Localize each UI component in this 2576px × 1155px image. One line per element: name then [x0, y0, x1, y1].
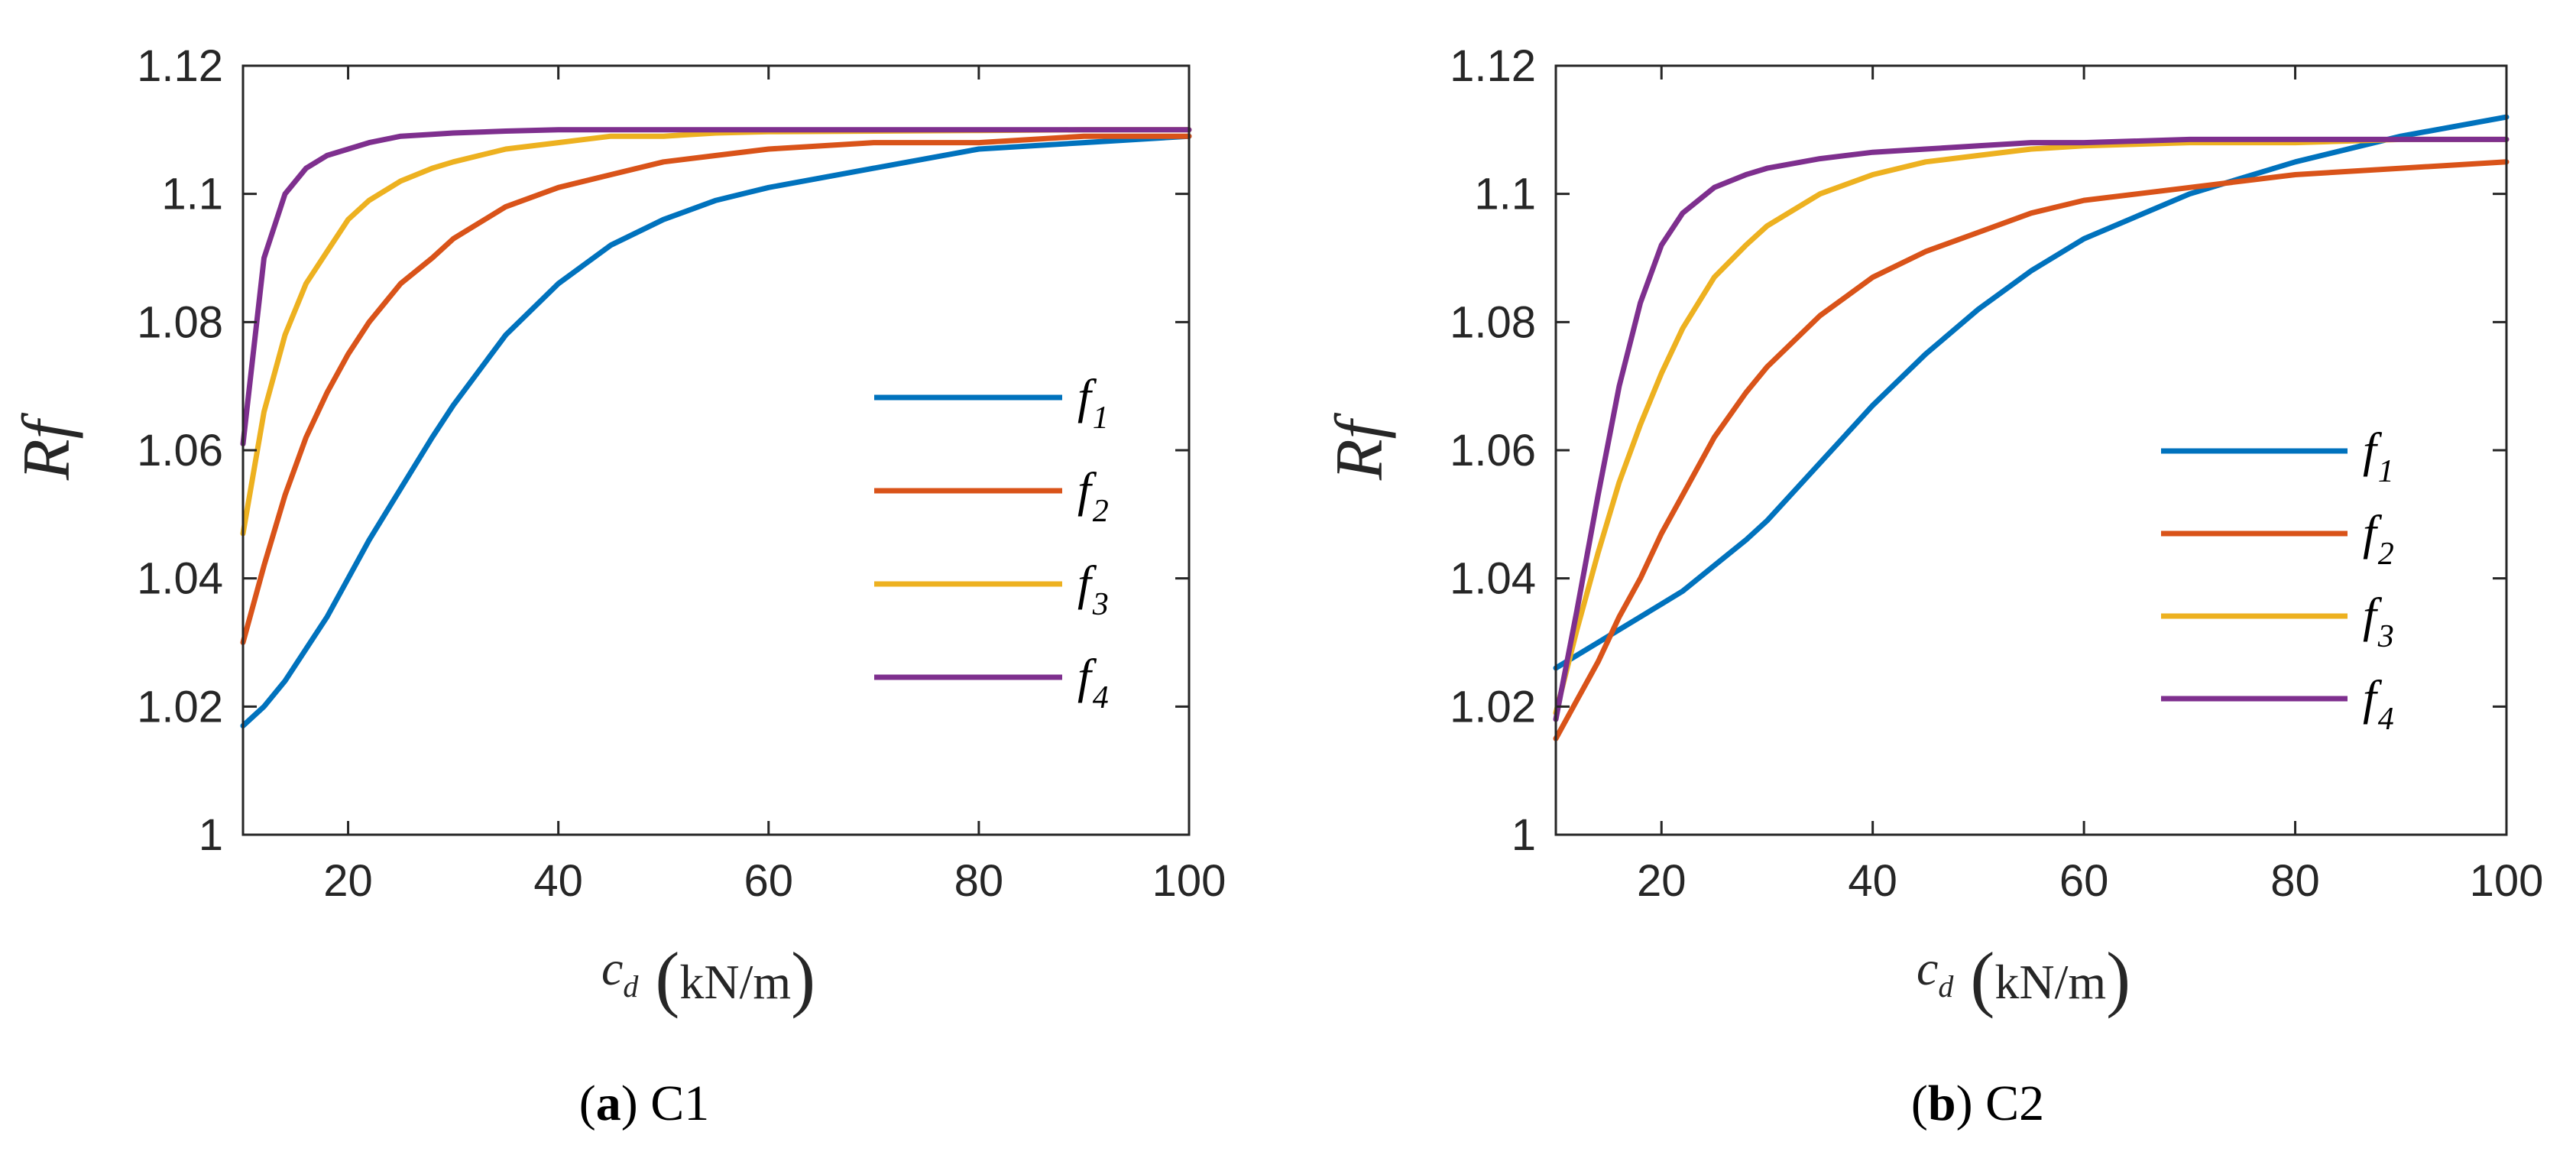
series-line-f4 [1553, 136, 2510, 722]
x-axis-label-sub: d [623, 969, 639, 1004]
legend-label-sub: 2 [2378, 537, 2394, 572]
y-axis-label: Rf [10, 412, 84, 481]
y-tick-label: 1.1 [161, 170, 223, 219]
series-line-f4 [240, 127, 1192, 447]
y-tick-label: 1.12 [1450, 41, 1536, 91]
y-tick-label: 1.06 [1450, 426, 1536, 475]
series-line-f3 [1553, 136, 2510, 716]
chart-panel-b: 20 40 60 80 100 1 1.02 1.04 1.06 1.08 1.1 1.12 Rf cd (… [1323, 41, 2543, 1131]
series-line-f2 [1553, 159, 2510, 741]
legend-label-sub: 1 [1093, 401, 1109, 436]
legend-label-sub: 1 [2378, 454, 2394, 489]
legend-label-sub: 4 [1093, 680, 1109, 715]
x-tick-label: 100 [1152, 856, 1226, 906]
caption-text: C1 [650, 1076, 709, 1131]
legend-label-sub: 2 [1093, 494, 1109, 529]
x-tick-label: 20 [323, 856, 373, 906]
x-axis-label-unit: kN/m [679, 955, 791, 1009]
y-tick-label: 1.02 [137, 682, 223, 732]
y-tick-label: 1 [1512, 810, 1536, 860]
caption-paren-close: ) [1956, 1076, 1985, 1131]
legend-label-sub: 3 [2377, 619, 2394, 654]
x-axis-paren-close: ) [2106, 937, 2130, 1019]
x-tick-label: 100 [2470, 856, 2544, 906]
x-tick-label: 60 [2059, 856, 2109, 906]
x-tick-label: 40 [1848, 856, 1897, 906]
y-tick-label: 1.04 [137, 554, 223, 604]
chart-panel-a: 20 40 60 80 100 1 1.02 1.04 1.06 1.08 1.1 1.12 Rf cd (… [10, 41, 1226, 1131]
y-axis-label: Rf [1323, 412, 1397, 481]
x-axis-label: cd (kN/m) [601, 937, 815, 1019]
x-axis-label-var: c [601, 941, 623, 995]
x-axis-label-var: c [1917, 941, 1938, 995]
x-tick-label: 80 [954, 856, 1004, 906]
x-tick-label: 20 [1637, 856, 1687, 906]
legend-label-f2: f2 [1077, 462, 1109, 529]
x-axis-paren-open: ( [1970, 937, 1994, 1019]
plot-area [1556, 66, 2506, 835]
panel-caption: (a) C1 [579, 1076, 710, 1131]
y-tick-label: 1.12 [137, 41, 223, 91]
x-axis-label: cd (kN/m) [1917, 937, 2130, 1019]
x-tick-label: 40 [533, 856, 583, 906]
x-axis-paren-close: ) [791, 937, 815, 1019]
caption-text: C2 [1985, 1076, 2044, 1131]
x-tick-label: 60 [744, 856, 794, 906]
x-axis-label-unit: kN/m [1994, 955, 2106, 1009]
plot-area [243, 66, 1189, 835]
y-tick-label: 1.1 [1474, 170, 1536, 219]
caption-paren-close: ) [621, 1076, 650, 1131]
series-line-f1 [240, 133, 1192, 728]
caption-letter: a [596, 1076, 621, 1131]
x-axis-paren-open: ( [655, 937, 679, 1019]
caption-paren-open: ( [1911, 1076, 1928, 1131]
y-tick-label: 1.06 [137, 426, 223, 475]
legend-label-f3: f3 [1077, 556, 1109, 622]
x-tick-label: 80 [2270, 856, 2320, 906]
legend-label-sub: 4 [2378, 702, 2394, 737]
panel-caption: (b) C2 [1911, 1076, 2044, 1131]
series-line-f1 [1553, 114, 2510, 671]
legend-label-sub: 3 [1092, 587, 1109, 622]
y-tick-label: 1.08 [137, 297, 223, 347]
caption-paren-open: ( [579, 1076, 596, 1131]
x-axis-label-sub: d [1938, 969, 1954, 1004]
y-tick-label: 1.04 [1450, 554, 1536, 604]
y-tick-label: 1.08 [1450, 297, 1536, 347]
y-tick-label: 1.02 [1450, 682, 1536, 732]
y-tick-label: 1 [199, 810, 223, 860]
series-line-f2 [240, 133, 1192, 645]
caption-letter: b [1928, 1076, 1956, 1131]
